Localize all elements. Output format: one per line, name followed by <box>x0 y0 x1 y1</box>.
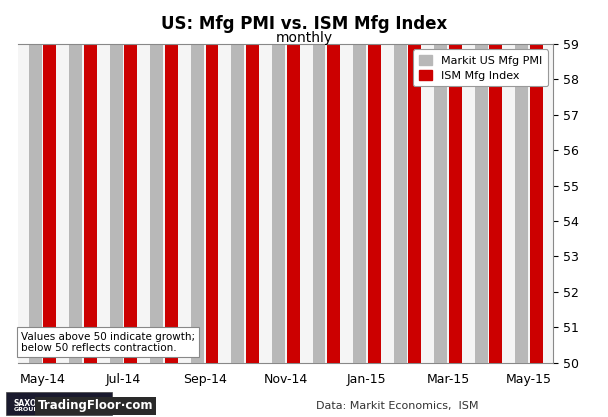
Bar <box>475 0 488 363</box>
Bar <box>110 0 123 363</box>
Bar <box>515 0 528 363</box>
Legend: Markit US Mfg PMI, ISM Mfg Index: Markit US Mfg PMI, ISM Mfg Index <box>413 49 548 86</box>
Bar <box>434 0 447 363</box>
Bar <box>191 0 204 363</box>
Text: monthly: monthly <box>275 31 333 45</box>
Text: Values above 50 indicate growth;
below 50 reflects contraction.: Values above 50 indicate growth; below 5… <box>21 332 195 353</box>
Bar <box>313 0 325 363</box>
Text: GROUP: GROUP <box>13 407 38 412</box>
Bar <box>206 0 218 363</box>
Bar <box>530 0 543 363</box>
Bar <box>286 0 300 363</box>
Bar <box>368 0 381 363</box>
Text: TradingFloor·com: TradingFloor·com <box>38 399 153 412</box>
Text: US: Mfg PMI vs. ISM Mfg Index: US: Mfg PMI vs. ISM Mfg Index <box>161 15 447 33</box>
Bar <box>84 0 97 363</box>
Bar <box>408 0 421 363</box>
Bar <box>272 0 285 363</box>
Bar <box>327 0 340 363</box>
Text: SAXO: SAXO <box>13 399 36 408</box>
Bar <box>29 0 42 363</box>
Bar <box>353 0 366 363</box>
Bar <box>489 0 502 363</box>
Bar <box>393 0 407 363</box>
Bar <box>165 0 178 363</box>
Bar <box>232 0 244 363</box>
Bar <box>246 0 259 363</box>
Text: Data: Markit Economics,  ISM: Data: Markit Economics, ISM <box>316 401 478 411</box>
Bar <box>43 0 57 363</box>
Bar <box>125 0 137 363</box>
Bar <box>449 0 461 363</box>
Bar <box>69 0 82 363</box>
Bar <box>150 0 164 363</box>
